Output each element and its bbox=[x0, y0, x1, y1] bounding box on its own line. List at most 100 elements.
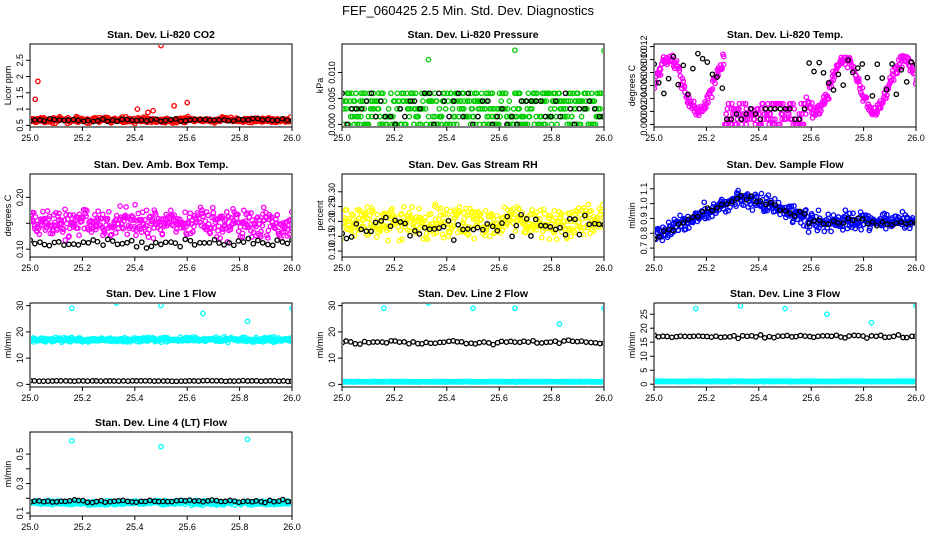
data-point bbox=[58, 217, 65, 224]
y-axis-label: Licor ppm bbox=[3, 66, 13, 106]
points bbox=[343, 201, 603, 244]
data-point bbox=[912, 333, 915, 339]
data-point bbox=[145, 234, 152, 240]
data-point bbox=[201, 223, 208, 230]
data-point bbox=[120, 225, 127, 232]
data-point bbox=[830, 87, 837, 93]
data-point bbox=[899, 208, 906, 215]
data-point bbox=[556, 90, 563, 97]
x-tick-label: 25.4 bbox=[438, 393, 456, 403]
x-tick-label: 25.8 bbox=[543, 133, 561, 143]
data-point bbox=[388, 90, 394, 97]
points bbox=[655, 187, 915, 244]
data-point bbox=[525, 339, 532, 345]
data-point bbox=[695, 213, 701, 220]
data-point bbox=[381, 305, 387, 312]
data-point bbox=[226, 240, 233, 246]
x-tick-label: 25.0 bbox=[333, 263, 351, 273]
data-point bbox=[582, 90, 589, 97]
data-point bbox=[378, 218, 385, 224]
data-point bbox=[100, 242, 106, 248]
data-point bbox=[816, 59, 823, 66]
data-point bbox=[245, 235, 252, 242]
data-point bbox=[494, 113, 501, 120]
data-point bbox=[912, 70, 915, 76]
data-point bbox=[209, 204, 216, 211]
y-tick-label: 0.3 bbox=[15, 477, 25, 490]
data-point bbox=[436, 90, 442, 97]
data-point bbox=[705, 99, 711, 106]
data-point bbox=[387, 223, 394, 230]
data-point bbox=[475, 113, 481, 120]
panel-title: Stan. Dev. Line 1 Flow bbox=[106, 288, 217, 300]
data-point bbox=[415, 113, 422, 120]
data-point bbox=[655, 236, 658, 242]
y-tick-label: 0.20 bbox=[15, 189, 25, 207]
data-point bbox=[284, 117, 291, 124]
data-point bbox=[699, 55, 706, 62]
y-axis-label: degrees C bbox=[3, 194, 13, 236]
data-point bbox=[463, 113, 470, 120]
data-point bbox=[162, 239, 169, 246]
x-tick-label: 25.2 bbox=[74, 263, 92, 273]
data-point bbox=[729, 121, 736, 126]
data-point bbox=[389, 205, 395, 212]
data-point bbox=[476, 339, 483, 346]
data-point bbox=[850, 210, 856, 217]
data-point bbox=[708, 94, 715, 101]
plot-frame bbox=[29, 43, 293, 128]
data-point bbox=[51, 116, 58, 123]
data-point bbox=[755, 105, 761, 112]
data-point bbox=[35, 78, 41, 85]
data-point bbox=[382, 214, 389, 221]
data-point bbox=[469, 121, 476, 126]
data-point bbox=[357, 113, 364, 120]
data-point bbox=[566, 215, 573, 222]
data-point bbox=[472, 98, 479, 104]
data-point bbox=[524, 121, 531, 126]
data-point bbox=[145, 109, 151, 116]
data-point bbox=[488, 211, 495, 217]
data-point bbox=[770, 116, 776, 123]
data-point bbox=[859, 85, 866, 91]
data-point bbox=[410, 121, 417, 126]
data-point bbox=[361, 105, 368, 112]
data-point bbox=[464, 226, 471, 232]
data-point bbox=[511, 211, 518, 218]
data-point bbox=[784, 111, 790, 117]
data-point bbox=[585, 201, 592, 208]
data-point bbox=[211, 225, 217, 231]
data-point bbox=[561, 338, 567, 344]
data-point bbox=[889, 61, 895, 67]
data-point bbox=[846, 210, 853, 217]
data-point bbox=[497, 113, 504, 120]
data-point bbox=[723, 201, 730, 207]
data-point bbox=[215, 227, 221, 234]
data-point bbox=[598, 90, 603, 97]
y-tick-label: 0.010 bbox=[639, 48, 649, 71]
data-point bbox=[259, 222, 266, 229]
data-point bbox=[150, 235, 157, 242]
x-tick-label: 25.0 bbox=[645, 393, 663, 403]
data-point bbox=[784, 332, 790, 339]
data-point bbox=[670, 53, 677, 60]
y-axis-label: ml/min bbox=[3, 461, 13, 488]
data-point bbox=[582, 105, 588, 112]
data-point bbox=[225, 117, 232, 124]
data-point bbox=[138, 239, 145, 246]
data-point bbox=[265, 235, 271, 241]
data-point bbox=[125, 378, 131, 384]
x-tick-label: 26.0 bbox=[907, 263, 925, 273]
data-point bbox=[94, 118, 101, 124]
data-point bbox=[756, 111, 762, 117]
data-point bbox=[446, 113, 452, 120]
data-point bbox=[83, 213, 89, 220]
data-point bbox=[220, 226, 226, 233]
data-point bbox=[441, 98, 448, 104]
data-point bbox=[905, 55, 912, 62]
data-point bbox=[397, 227, 404, 234]
data-point bbox=[455, 221, 462, 228]
data-point bbox=[202, 218, 209, 225]
x-tick-label: 25.0 bbox=[21, 393, 39, 403]
data-point bbox=[177, 243, 184, 250]
